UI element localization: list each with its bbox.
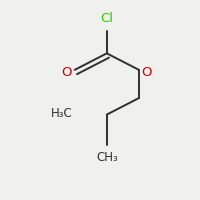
Text: H₃C: H₃C [51,107,73,120]
Text: O: O [61,66,72,79]
Text: CH₃: CH₃ [96,151,118,164]
Text: Cl: Cl [100,12,113,25]
Text: O: O [141,66,151,79]
